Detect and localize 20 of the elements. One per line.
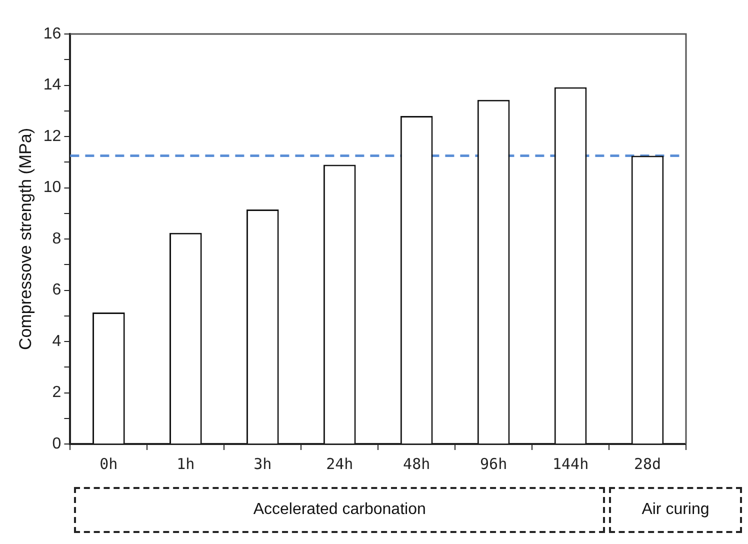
- y-tick-label: 14: [43, 76, 62, 94]
- y-tick-label: 12: [43, 128, 62, 145]
- y-tick-label: 6: [52, 282, 62, 299]
- x-tick-label: 3h: [254, 454, 272, 473]
- x-tick-label: 24h: [326, 454, 354, 473]
- group-box: Air curing: [609, 487, 742, 533]
- x-tick-label: 28d: [634, 454, 662, 473]
- y-tick-label: 0: [52, 435, 62, 452]
- y-tick-label: 8: [52, 230, 62, 248]
- x-tick-label: 48h: [403, 454, 430, 473]
- y-axis-title: Compressove strength (MPa): [16, 128, 35, 350]
- group-box: Accelerated carbonation: [74, 487, 605, 533]
- x-tick-label: 0h: [100, 454, 118, 473]
- y-tick-label: 2: [52, 384, 62, 402]
- y-tick-label: 10: [43, 179, 62, 196]
- x-tick-label: 96h: [480, 454, 508, 473]
- x-tick-label: 1h: [176, 454, 195, 473]
- y-tick-label: 4: [52, 332, 62, 350]
- y-tick-label: 16: [43, 25, 62, 42]
- x-tick-label: 144h: [552, 454, 589, 473]
